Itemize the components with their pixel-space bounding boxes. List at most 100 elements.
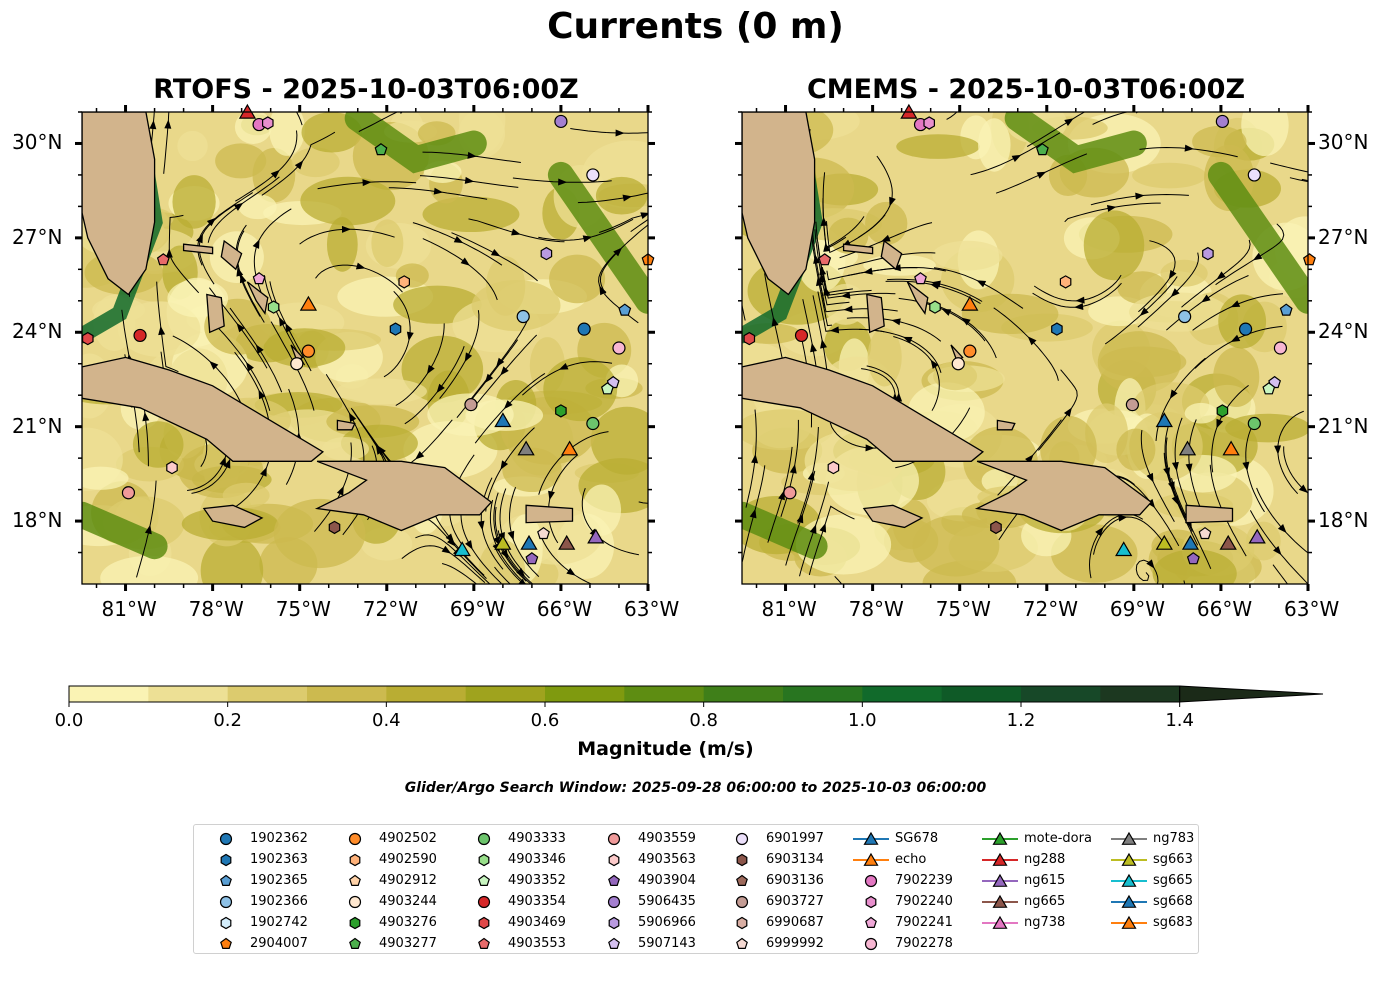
platform-marker bbox=[1202, 246, 1214, 261]
streamline-arrow bbox=[778, 490, 785, 501]
colorbar-tick-label: 0.6 bbox=[530, 710, 560, 731]
platform-marker bbox=[618, 303, 632, 316]
streamline-arrow bbox=[336, 485, 344, 496]
legend-label: echo bbox=[895, 852, 927, 867]
magnitude-patch bbox=[336, 378, 427, 405]
lon-tick-label: 72°W bbox=[1022, 597, 1078, 621]
legend-label: 4903352 bbox=[508, 873, 566, 888]
colorbar-segment bbox=[227, 686, 308, 702]
platform-marker bbox=[516, 309, 530, 324]
land-andros bbox=[866, 293, 885, 334]
platform-marker bbox=[121, 486, 136, 500]
magnitude-patch bbox=[117, 301, 201, 357]
lat-tick-label: 18°N bbox=[12, 508, 63, 533]
land-eleuthera bbox=[246, 281, 269, 316]
streamline-arrow bbox=[406, 331, 414, 342]
streamline-arrow bbox=[503, 400, 513, 410]
magnitude-patch bbox=[896, 134, 980, 159]
lat-tick-label: 30°N bbox=[1318, 130, 1369, 155]
magnitude-patch bbox=[1050, 524, 1138, 583]
platform-marker bbox=[301, 344, 315, 358]
streamline-arrow bbox=[558, 362, 569, 370]
streamline-arrow bbox=[447, 537, 456, 547]
streamline-arrow bbox=[829, 326, 840, 334]
legend-marker bbox=[608, 916, 620, 930]
streamline-arrow bbox=[507, 530, 515, 541]
streamline-arrow bbox=[484, 373, 494, 384]
colorbar-segment bbox=[69, 686, 149, 702]
streamline-arrow bbox=[445, 533, 455, 543]
magnitude-patch bbox=[978, 118, 1011, 172]
streamline-arrow bbox=[841, 291, 851, 299]
lon-tick-label: 75°W bbox=[275, 597, 331, 621]
legend-marker bbox=[349, 937, 361, 949]
streamline bbox=[1270, 162, 1308, 173]
map-rtofs bbox=[75, 103, 655, 591]
streamline-arrow bbox=[1252, 252, 1263, 261]
streamline-arrow bbox=[1298, 484, 1308, 494]
streamline-arrow bbox=[889, 196, 896, 207]
legend-marker bbox=[477, 832, 491, 846]
streamline-arrow bbox=[1011, 154, 1022, 163]
streamline-arrow bbox=[252, 239, 260, 249]
legend-marker bbox=[478, 874, 490, 886]
streamline-arrow bbox=[415, 451, 425, 460]
streamline-arrow bbox=[1064, 118, 1074, 126]
platform-marker bbox=[1248, 528, 1266, 544]
streamline-arrow bbox=[158, 325, 166, 336]
platform-marker bbox=[1115, 541, 1133, 557]
streamline bbox=[358, 112, 399, 133]
streamline-arrow bbox=[1273, 545, 1282, 556]
streamline-arrow bbox=[278, 316, 287, 327]
land-florida bbox=[82, 112, 156, 296]
legend-label: 1902365 bbox=[250, 873, 308, 888]
streamline-arrow bbox=[1106, 204, 1117, 212]
colorbar-segment bbox=[783, 686, 863, 702]
streamline-arrow bbox=[490, 249, 501, 257]
streamline-arrow bbox=[465, 540, 473, 550]
magnitude-patch bbox=[422, 196, 520, 233]
colorbar-segment bbox=[307, 686, 387, 702]
streamline-arrow bbox=[1118, 514, 1128, 522]
legend-marker bbox=[348, 895, 362, 909]
streamline-arrow bbox=[1167, 481, 1175, 492]
magnitude-patch bbox=[912, 515, 1000, 577]
streamline-arrow bbox=[1314, 170, 1324, 179]
strong-current-band bbox=[1207, 161, 1308, 314]
streamline-arrow bbox=[1277, 523, 1287, 534]
platform-marker bbox=[517, 440, 535, 456]
legend-marker bbox=[219, 832, 233, 846]
legend-label: ng665 bbox=[1024, 894, 1066, 909]
streamline-arrow bbox=[823, 286, 831, 296]
legend-label: ng288 bbox=[1024, 852, 1066, 867]
streamline-arrow bbox=[516, 567, 526, 577]
streamline-arrow bbox=[1063, 407, 1072, 417]
legend-marker bbox=[220, 874, 232, 886]
streamline-arrow bbox=[1074, 303, 1084, 311]
legend-label: 1902742 bbox=[250, 915, 308, 930]
streamline-arrow bbox=[219, 456, 227, 467]
legend-marker bbox=[220, 937, 232, 949]
platform-marker bbox=[555, 404, 567, 418]
figure-title: Currents (0 m) bbox=[547, 6, 844, 47]
streamline-arrow bbox=[1146, 498, 1156, 509]
platform-marker bbox=[558, 534, 576, 550]
magnitude-patch bbox=[1099, 346, 1187, 378]
land-puertorico bbox=[1185, 504, 1234, 524]
strong-current-band bbox=[742, 501, 828, 560]
colorbar-tick-label: 1.2 bbox=[1006, 710, 1036, 731]
streamline-arrow bbox=[1025, 454, 1034, 464]
platform-marker bbox=[1181, 534, 1200, 550]
land-jamaica bbox=[202, 504, 264, 529]
legend-label: 4902502 bbox=[379, 831, 437, 846]
platform-marker bbox=[600, 382, 614, 395]
legend-label: 6903136 bbox=[766, 873, 824, 888]
platform-marker bbox=[783, 486, 797, 500]
platform-marker bbox=[561, 440, 579, 456]
platform-marker bbox=[1238, 322, 1253, 336]
platform-marker bbox=[133, 328, 147, 343]
strong-current-band bbox=[344, 112, 487, 174]
magnitude-patch bbox=[932, 240, 1003, 271]
magnitude-patch bbox=[595, 176, 648, 215]
platform-marker bbox=[328, 520, 341, 535]
